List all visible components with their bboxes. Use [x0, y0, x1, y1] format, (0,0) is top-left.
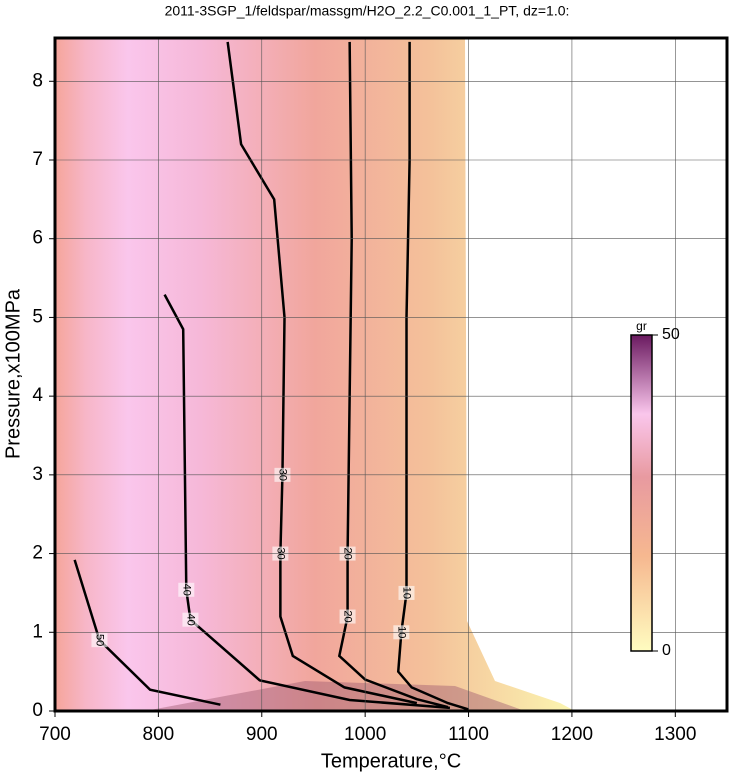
y-tick-label: 4: [32, 385, 43, 406]
contour-label: 40: [180, 584, 192, 596]
x-tick-label: 1100: [448, 724, 489, 745]
plot-frame: [53, 36, 729, 713]
y-axis-label: Pressure,x100MPa: [2, 288, 24, 459]
x-axis-label: Temperature,°C: [321, 750, 461, 772]
x-tick-label: 900: [246, 724, 278, 745]
x-tick-label: 1300: [654, 724, 696, 745]
x-tick-label: 1000: [344, 724, 386, 745]
y-tick-label: 2: [32, 543, 43, 564]
colorbar-label: gr: [636, 319, 647, 333]
contour-label: 10: [401, 587, 413, 599]
contour-label: 40: [185, 614, 197, 626]
y-tick-label: 1: [32, 621, 43, 642]
chart-title: 2011-3SGP_1/feldspar/massgm/H2O_2.2_C0.0…: [165, 3, 570, 19]
contour-line: [226, 41, 418, 705]
x-tick-label: 800: [143, 724, 175, 745]
y-tick-label: 5: [32, 306, 43, 327]
contour-label-bg: [182, 612, 199, 627]
contour-label-bg: [178, 582, 195, 597]
y-tick-label: 8: [32, 70, 43, 91]
contour-label-bg: [91, 633, 108, 648]
y-tick-label: 3: [32, 464, 43, 485]
contour-label-bg: [398, 585, 415, 600]
contour-label: 50: [94, 634, 106, 646]
x-tick-label: 1200: [551, 724, 593, 745]
y-tick-label: 7: [32, 149, 43, 170]
colorbar-tick-label: 50: [662, 326, 680, 343]
contour-line: [73, 559, 221, 706]
filled-field: [55, 38, 575, 711]
y-tick-label: 0: [32, 700, 43, 721]
x-tick-label: 700: [39, 724, 71, 745]
contour-label-bg: [339, 609, 356, 624]
colorbar: [630, 334, 653, 652]
colorbar-tick-label: 0: [662, 642, 671, 659]
y-tick-label: 6: [32, 228, 43, 249]
contour-label: 20: [342, 610, 354, 622]
